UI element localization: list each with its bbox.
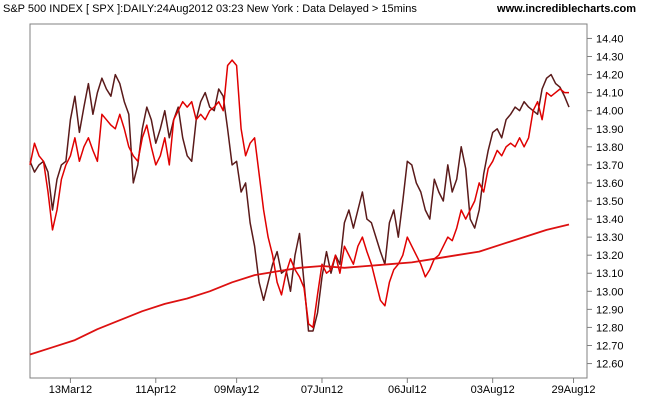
y-tick-label: 13.40 [596, 214, 624, 226]
series-line-2 [29, 59, 569, 329]
series-line-3 [29, 223, 570, 356]
chart-title: S&P 500 INDEX [ SPX ]:DAILY:24Aug2012 03… [3, 3, 417, 15]
y-tick-label: 12.70 [596, 340, 624, 352]
x-axis: 13Mar12 11Apr12 09May12 07Jun12 06Jul12 03Aug… [49, 378, 596, 396]
y-tick-label: 14.10 [596, 88, 624, 100]
y-axis: 12.60 12.70 12.80 12.90 13.00 13.10 13.20 13.30… [587, 33, 624, 371]
y-tick-label: 13.10 [596, 268, 624, 280]
y-tick-label: 13.60 [596, 178, 624, 190]
x-tick-label: 07Jun12 [301, 384, 343, 396]
series-lines [29, 59, 570, 356]
x-tick-label: 13Mar12 [49, 384, 92, 396]
series-line-1 [29, 73, 570, 332]
x-tick-label: 11Apr12 [135, 384, 176, 396]
y-tick-label: 13.70 [596, 160, 624, 172]
y-tick-label: 13.50 [596, 196, 624, 208]
y-tick-label: 14.40 [596, 33, 624, 45]
y-tick-label: 14.30 [596, 52, 624, 64]
x-tick-label: 29Aug12 [552, 384, 596, 396]
y-tick-label: 12.90 [596, 304, 624, 316]
y-tick-label: 13.20 [596, 250, 624, 262]
y-tick-label: 14.20 [596, 70, 624, 82]
x-tick-label: 09May12 [214, 384, 259, 396]
x-tick-label: 06Jul12 [388, 384, 427, 396]
y-tick-label: 13.90 [596, 124, 624, 136]
y-tick-label: 13.30 [596, 232, 624, 244]
y-tick-label: 12.80 [596, 322, 624, 334]
y-tick-label: 12.60 [596, 359, 624, 371]
x-tick-label: 03Aug12 [471, 384, 515, 396]
source-link[interactable]: www.incrediblecharts.com [497, 3, 636, 15]
y-tick-label: 14.00 [596, 106, 624, 118]
y-tick-label: 13.80 [596, 142, 624, 154]
y-tick-label: 13.00 [596, 286, 624, 298]
